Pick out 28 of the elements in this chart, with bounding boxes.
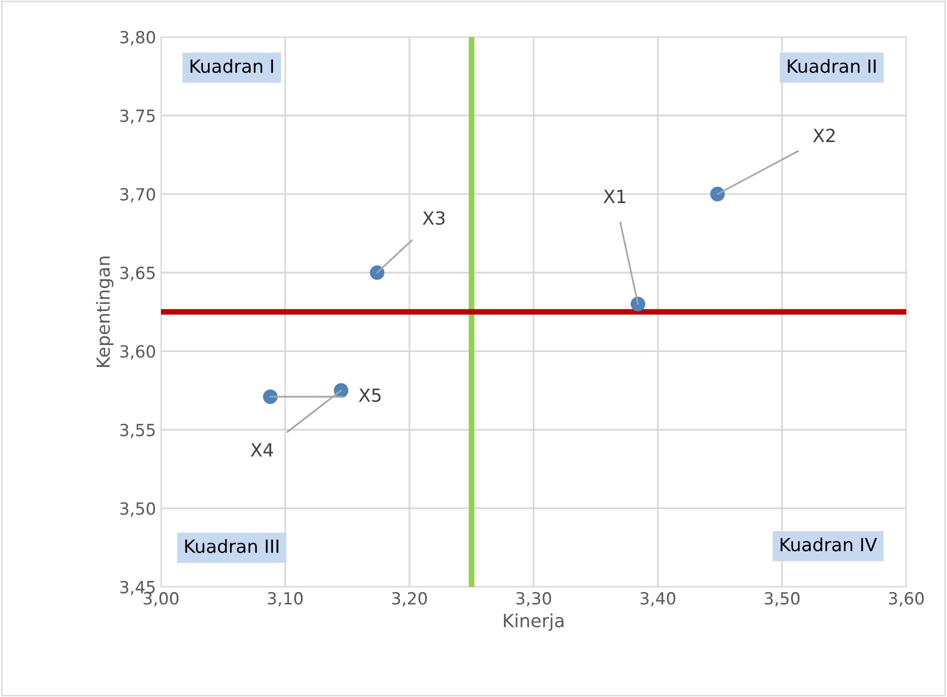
y-tick-label: 3,65 [120, 266, 155, 281]
y-axis-title: Kepentingan [96, 256, 114, 367]
x-axis-title: Kinerja [504, 613, 564, 631]
y-tick-label: 3,70 [120, 188, 156, 202]
point [263, 389, 278, 404]
point [710, 186, 725, 202]
x-tick-label: 3,50 [764, 592, 800, 606]
x-tick-label: 3,30 [516, 592, 552, 606]
annotation: X2 [813, 128, 835, 142]
annotation: Kuadran III [185, 539, 278, 554]
annotation: X3 [422, 211, 445, 225]
annotation: Kuadran IV [780, 537, 877, 552]
annotation: X1 [604, 190, 626, 204]
annotation: Kuadran I [190, 59, 273, 73]
y-tick-label: 3,50 [120, 502, 156, 517]
y-tick-label: 3,75 [120, 109, 155, 124]
annotation: X4 [250, 443, 274, 456]
annotation: Kuadran II [788, 59, 876, 73]
x-tick-label: 3,60 [888, 592, 924, 606]
point [630, 296, 646, 312]
annotation: X5 [358, 388, 381, 402]
y-tick-label: 3,55 [120, 424, 155, 438]
x-tick-label: 3,40 [640, 592, 676, 606]
x-tick-label: 3,20 [392, 592, 427, 606]
point [370, 265, 384, 280]
y-tick-label: 3,60 [120, 345, 156, 360]
x-tick-label: 3,10 [268, 592, 303, 606]
y-tick-label: 3,80 [120, 30, 156, 46]
